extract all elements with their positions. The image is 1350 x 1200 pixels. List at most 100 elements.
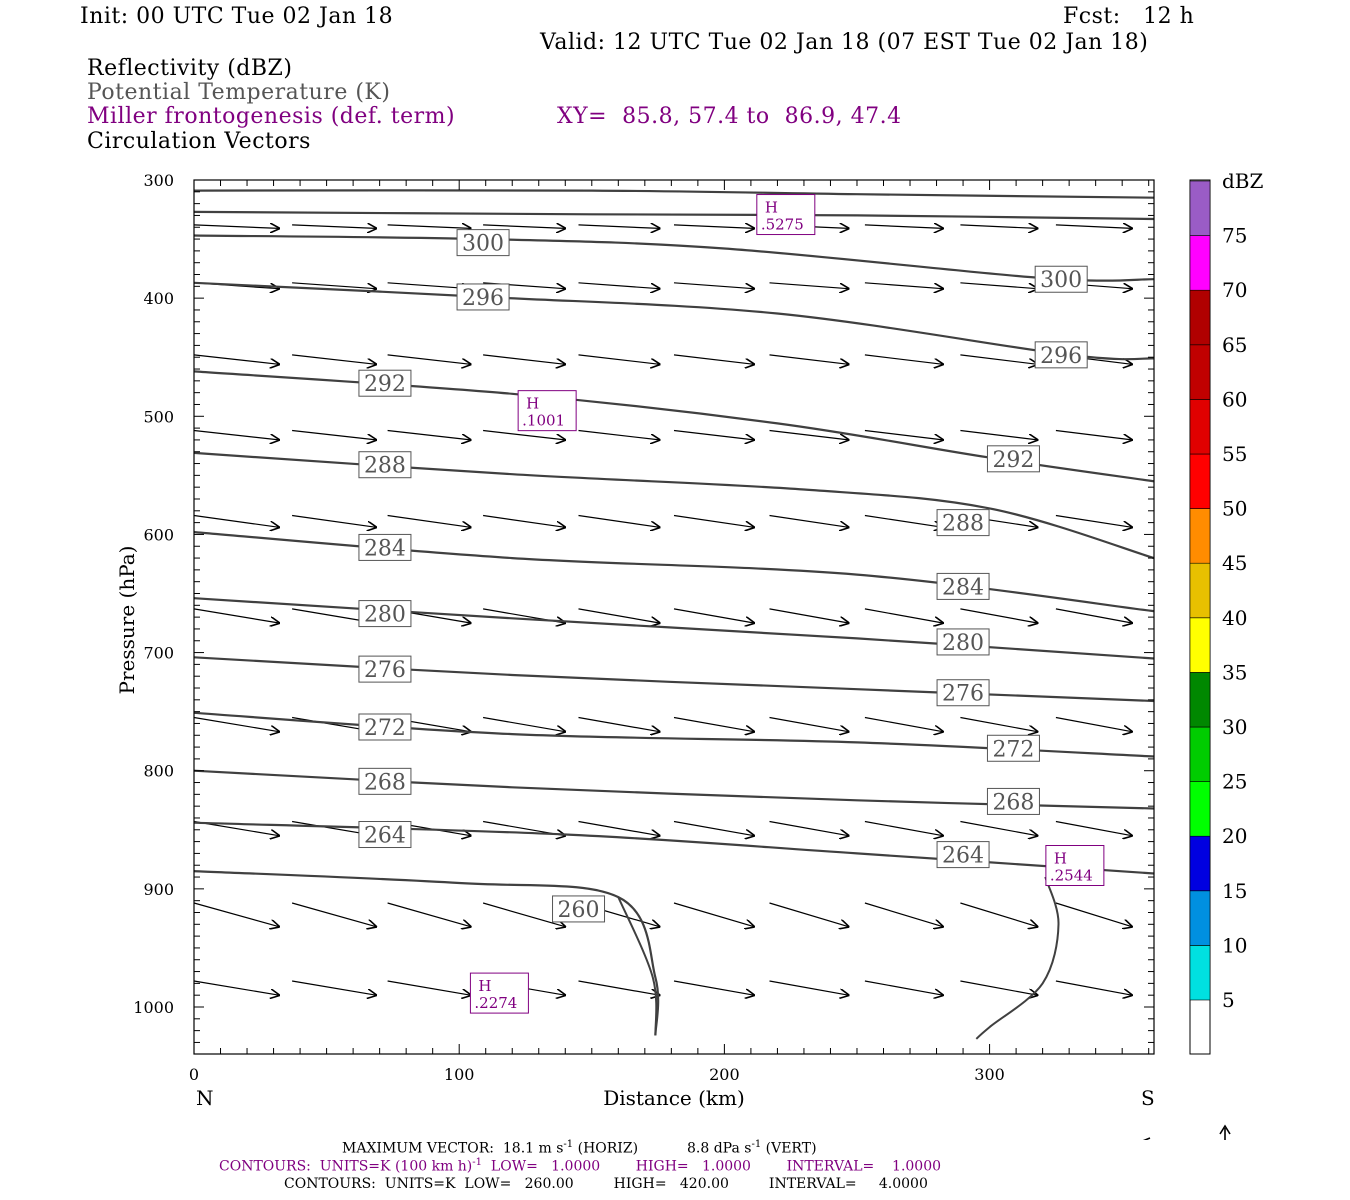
- footer-frontogenesis-contours: CONTOURS: UNITS=K (100 km h)-1 LOW= 1.00…: [219, 1157, 942, 1175]
- circulation-vector: [864, 902, 943, 927]
- circulation-vector: [482, 716, 565, 732]
- circulation-vector: [769, 429, 849, 440]
- circulation-vector: [960, 354, 1037, 364]
- circulation-vector: [864, 820, 943, 836]
- maximum-box: [517, 390, 577, 432]
- reference-vector-icon: [1142, 1124, 1231, 1140]
- north-label: N: [196, 1086, 214, 1110]
- circulation-vector: [864, 225, 943, 229]
- circulation-vector: [291, 980, 376, 995]
- circulation-vector: [292, 429, 376, 440]
- isentrope-line: [193, 597, 1155, 660]
- isentrope-line: [193, 210, 1155, 221]
- circulation-vectors: [193, 225, 1132, 995]
- field-potential-temperature: Potential Temperature (K): [87, 80, 391, 105]
- maximum-label: H: [478, 977, 491, 995]
- plot-frame: [193, 179, 1155, 1055]
- circulation-vector: [578, 820, 660, 836]
- circulation-vector: [387, 429, 471, 440]
- circulation-vector: [1055, 514, 1132, 528]
- circulation-vector: [864, 282, 943, 289]
- circulation-vector: [673, 608, 754, 623]
- isentrope-label-box: [456, 229, 510, 257]
- circulation-vector: [578, 429, 660, 440]
- circulation-vector: [960, 716, 1037, 732]
- x-tick-label: 100: [444, 1065, 475, 1084]
- x-tick-label: 0: [189, 1065, 199, 1084]
- frontogenesis-contour: [975, 876, 1060, 1040]
- circulation-vector: [673, 429, 754, 440]
- isentrope-line: [193, 870, 660, 1036]
- circulation-vector: [193, 902, 279, 927]
- colorbar-label: 15: [1222, 879, 1247, 903]
- x-tick-label: 300: [974, 1065, 1005, 1084]
- colorbar-label: 75: [1222, 224, 1247, 248]
- y-tick-label: 1000: [133, 998, 174, 1017]
- colorbar-swatch: [1189, 726, 1211, 782]
- isentrope-label: 288: [942, 512, 984, 537]
- south-label: S: [1141, 1086, 1155, 1110]
- footer-theta-contours: CONTOURS: UNITS=K LOW= 260.00 HIGH= 420.…: [284, 1176, 928, 1192]
- reflectivity-colorbar: 5 10 15 20 25 30 35 40 45 50 55 60 65 70 75 dBZ: [1189, 169, 1264, 1055]
- circulation-vector: [673, 514, 754, 528]
- circulation-vector: [864, 608, 943, 623]
- y-tick-label: 300: [143, 171, 174, 190]
- circulation-vector: [578, 608, 660, 623]
- circulation-vector: [960, 980, 1037, 995]
- isentrope-label-box: [986, 787, 1040, 815]
- field-frontogenesis: Miller frontogenesis (def. term): [87, 104, 456, 129]
- circulation-vector: [578, 354, 660, 364]
- circulation-vector: [578, 716, 660, 732]
- circulation-vector: [673, 354, 754, 364]
- isentrope-label-box: [936, 628, 990, 656]
- maximum-value: .5275: [761, 216, 804, 234]
- circulation-vector: [292, 354, 376, 364]
- cross-section-chart: 3003002962962922922882882842842802802762…: [115, 169, 1264, 1140]
- forecast-hour: Fcst: 12 h: [1063, 4, 1195, 29]
- isentrope-label-box: [358, 713, 412, 741]
- circulation-vector: [769, 514, 849, 528]
- circulation-vector: [193, 608, 279, 623]
- circulation-vector: [960, 820, 1037, 836]
- isentrope-label: 292: [992, 448, 1034, 473]
- circulation-vector: [1055, 429, 1132, 440]
- isentrope-label-box: [986, 734, 1040, 762]
- colorbar-label: 10: [1222, 933, 1247, 957]
- isentrope-label: 264: [942, 844, 984, 869]
- colorbar-label: 35: [1222, 660, 1247, 684]
- maximum-label: H: [1054, 850, 1067, 868]
- circulation-vector: [387, 225, 471, 229]
- footer-max-vector: MAXIMUM VECTOR: 18.1 m s-1 (HORIZ) 8.8 d…: [342, 1139, 817, 1157]
- colorbar-swatch: [1189, 890, 1211, 946]
- circulation-vector: [482, 902, 565, 927]
- circulation-vector: [387, 980, 471, 995]
- colorbar-unit: dBZ: [1222, 169, 1264, 193]
- cross-section-endpoints: XY= 85.8, 57.4 to 86.9, 47.4: [557, 104, 902, 129]
- circulation-vector: [483, 514, 565, 528]
- y-tick-label: 600: [143, 525, 174, 544]
- circulation-vector: [193, 225, 279, 229]
- circulation-vector: [960, 282, 1037, 289]
- isentrope-label: 284: [942, 575, 984, 600]
- isentrope-label: 268: [992, 790, 1034, 815]
- maximum-value: .2274: [474, 994, 517, 1012]
- circulation-vector: [193, 429, 279, 440]
- frontogenesis-contour: [617, 896, 658, 1036]
- colorbar-label: 30: [1222, 715, 1247, 739]
- circulation-vector: [769, 820, 849, 836]
- circulation-vector: [291, 902, 376, 927]
- circulation-vector: [673, 902, 754, 927]
- circulation-vector: [864, 980, 943, 995]
- maximum-value: .2544: [1050, 867, 1093, 885]
- isentrope-label: 272: [992, 737, 1034, 762]
- circulation-vector: [769, 354, 849, 364]
- circulation-vector: [193, 980, 279, 995]
- isentrope-label-box: [936, 572, 990, 600]
- colorbar-label: 20: [1222, 824, 1247, 848]
- isentrope-label: 272: [364, 716, 406, 741]
- frontogenesis-contours: [617, 876, 1060, 1040]
- isentrope-line: [193, 656, 1155, 703]
- circulation-vector: [292, 282, 376, 289]
- isentrope-line: [193, 531, 1155, 613]
